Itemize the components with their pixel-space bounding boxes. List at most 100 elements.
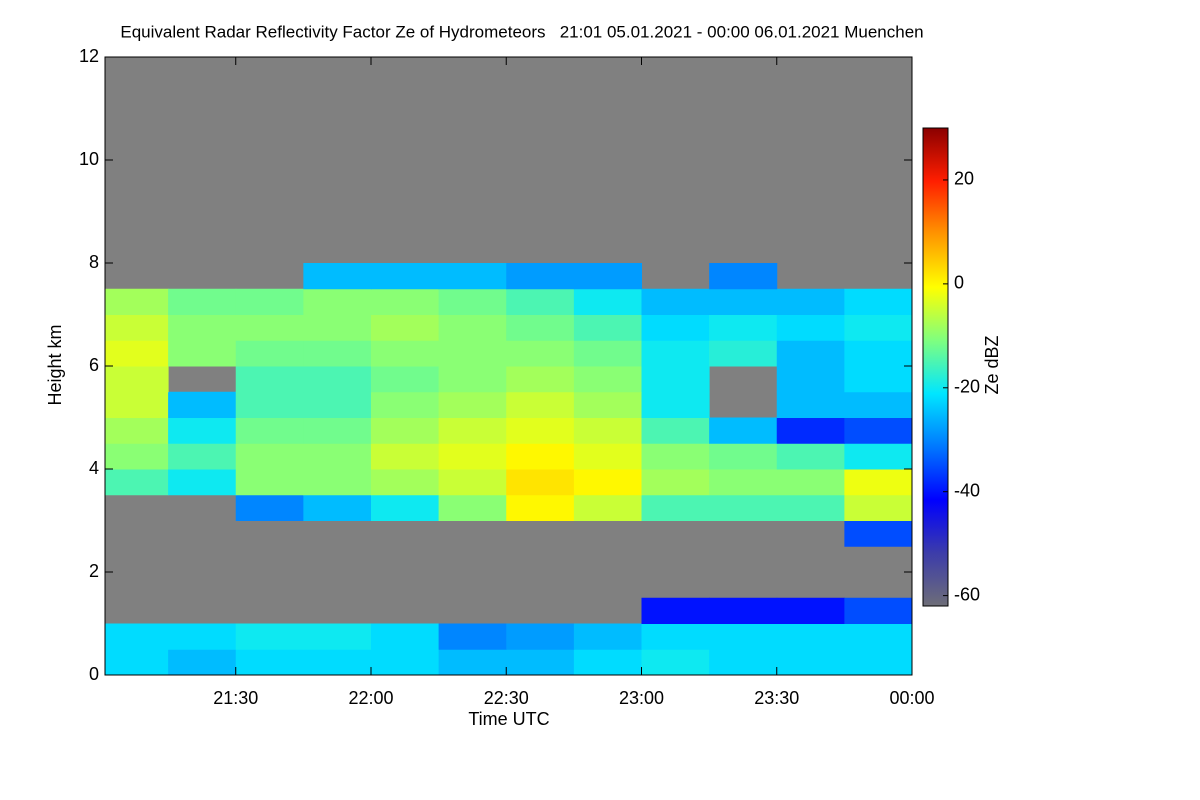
heatmap-cell [370, 314, 440, 341]
heatmap-cell [235, 469, 304, 496]
heatmap-cell [303, 340, 372, 367]
heatmap-cell [235, 288, 304, 315]
heatmap-cell [303, 494, 372, 521]
heatmap-cell [573, 263, 642, 290]
colorbar-tick-label: -60 [954, 584, 980, 604]
heatmap-cell [235, 417, 304, 444]
heatmap-cell [709, 314, 778, 341]
heatmap-cell [844, 623, 913, 650]
heatmap-cell [776, 417, 845, 444]
heatmap-cell [506, 469, 575, 496]
heatmap-cell [506, 391, 575, 418]
heatmap-cell [709, 649, 778, 676]
heatmap-cell [438, 623, 507, 650]
heatmap-cell [105, 314, 169, 341]
heatmap-cell [573, 649, 642, 676]
heatmap-cell [709, 288, 778, 315]
heatmap-cell [168, 391, 237, 418]
heatmap-cell [641, 469, 710, 496]
heatmap-cell [105, 649, 169, 676]
heatmap-cell [776, 443, 845, 470]
heatmap-cell [303, 391, 372, 418]
heatmap-cell [235, 366, 304, 393]
heatmap-cell [303, 649, 372, 676]
heatmap-cell [235, 623, 304, 650]
y-tick-label: 10 [79, 149, 99, 169]
heatmap-cell [235, 443, 304, 470]
heatmap-cell [438, 366, 507, 393]
heatmap-cell [303, 366, 372, 393]
heatmap-cell [438, 314, 507, 341]
heatmap-cell [370, 649, 440, 676]
heatmap-cell [105, 417, 169, 444]
heatmap-cell [105, 469, 169, 496]
heatmap-cell [438, 391, 507, 418]
heatmap-cell [370, 417, 440, 444]
heatmap-cell [776, 494, 845, 521]
colorbar-tick-label: 20 [954, 169, 974, 189]
heatmap-cell [844, 469, 913, 496]
heatmap-cell [709, 263, 778, 290]
heatmap-cell [776, 649, 845, 676]
heatmap-cell [776, 288, 845, 315]
heatmap-cell [303, 417, 372, 444]
heatmap-cell [844, 443, 913, 470]
heatmap-cell [235, 314, 304, 341]
heatmap-cell [168, 314, 237, 341]
heatmap-cell [105, 340, 169, 367]
heatmap-cell [573, 391, 642, 418]
colorbar-tick-label: -40 [954, 480, 980, 500]
heatmap-cell [573, 469, 642, 496]
heatmap-cell [370, 340, 440, 367]
heatmap-cell [641, 391, 710, 418]
heatmap-cell [370, 391, 440, 418]
heatmap-cell [303, 469, 372, 496]
heatmap-cell [573, 314, 642, 341]
heatmap-cell [573, 340, 642, 367]
heatmap-cell [168, 623, 237, 650]
heatmap-cell [105, 366, 169, 393]
heatmap-cell [168, 340, 237, 367]
heatmap-cell [776, 469, 845, 496]
heatmap-cell [438, 649, 507, 676]
heatmap-cell [776, 623, 845, 650]
heatmap-cell [168, 649, 237, 676]
heatmap-cell [573, 366, 642, 393]
chart-title: Equivalent Radar Reflectivity Factor Ze … [120, 22, 923, 41]
heatmap-cell [506, 623, 575, 650]
heatmap-cell [370, 288, 440, 315]
heatmap-cell [641, 288, 710, 315]
heatmap-cell [506, 288, 575, 315]
heatmap-cell [844, 649, 913, 676]
heatmap-cell [776, 391, 845, 418]
y-tick-label: 8 [89, 252, 99, 272]
heatmap-cell [303, 623, 372, 650]
y-tick-label: 12 [79, 46, 99, 66]
heatmap-cell [844, 340, 913, 367]
heatmap-cell [303, 288, 372, 315]
heatmap-cell [506, 417, 575, 444]
x-axis-label: Time UTC [468, 709, 549, 729]
heatmap-cell [641, 649, 710, 676]
heatmap-cell [709, 597, 778, 624]
y-axis-label: Height km [45, 324, 65, 405]
heatmap-cell [438, 263, 507, 290]
heatmap-cell [641, 443, 710, 470]
heatmap-cell [105, 623, 169, 650]
heatmap-cell [370, 263, 440, 290]
heatmap-cell [168, 443, 237, 470]
heatmap-cell [573, 443, 642, 470]
heatmap-cell [641, 597, 710, 624]
heatmap-cell [370, 366, 440, 393]
heatmap-cell [438, 340, 507, 367]
heatmap-cell [641, 366, 710, 393]
heatmap-cell [506, 494, 575, 521]
heatmap-cell [303, 314, 372, 341]
heatmap-cell [438, 469, 507, 496]
y-tick-label: 0 [89, 664, 99, 684]
heatmap-cell [235, 649, 304, 676]
heatmap-cell [303, 443, 372, 470]
heatmap-cell [709, 417, 778, 444]
heatmap-cell [438, 443, 507, 470]
colorbar-label: Ze dBZ [982, 335, 1002, 394]
